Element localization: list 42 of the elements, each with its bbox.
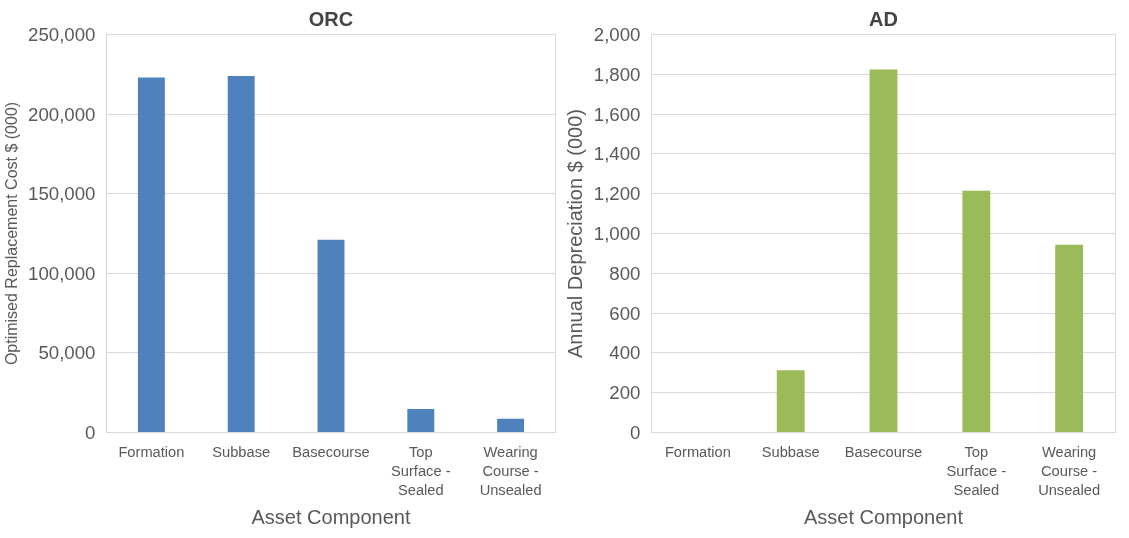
y-tick-label: 1,000 [593,223,641,244]
y-tick-label: 800 [609,262,641,284]
y-tick-label: 2,000 [593,24,641,45]
x-tick-label: Basecourse [844,443,923,460]
bar [497,418,525,433]
x-tick-label: Top Surface - Sealed [391,443,451,498]
bar [227,75,255,433]
bar [1055,244,1084,433]
x-axis-title: Asset Component [804,505,964,528]
y-tick-label: 0 [630,422,641,443]
y-tick-label: 1,800 [593,63,641,85]
chart-title: ORC [308,7,354,30]
y-tick-label: 200,000 [28,103,96,125]
y-tick-label: 50,000 [38,342,96,364]
x-tick-label: Formation [664,443,731,460]
y-tick-label: 1,400 [593,143,641,165]
y-tick-label: 0 [85,422,96,443]
y-tick-label: 600 [609,302,641,324]
x-tick-label: Formation [118,443,185,460]
y-tick-label: 150,000 [28,183,96,205]
x-tick-label: Wearing Course - Unsealed [479,443,542,498]
bar [869,69,898,433]
x-tick-label: Wearing Course - Unsealed [1038,443,1101,498]
y-tick-label: 1,600 [593,103,641,125]
y-tick-label: 100,000 [28,262,96,284]
y-axis-title: Optimised Replacement Cost $ (000) [3,101,21,366]
bar [962,190,991,433]
x-tick-label: Subbase [212,443,271,460]
bar [137,77,165,433]
bar [776,370,805,433]
y-tick-label: 1,200 [593,183,641,205]
y-tick-label: 250,000 [28,24,96,45]
y-tick-label: 200 [609,382,641,404]
y-tick-label: 400 [609,342,641,364]
x-axis-title: Asset Component [251,505,411,528]
x-tick-label: Top Surface - Sealed [946,443,1007,498]
y-axis-title: Annual Depreciation $ (000) [563,108,586,359]
bar [407,409,435,433]
bar [317,239,345,433]
x-tick-label: Subbase [761,443,820,460]
chart-title: AD [869,7,898,30]
x-tick-label: Basecourse [292,443,370,460]
